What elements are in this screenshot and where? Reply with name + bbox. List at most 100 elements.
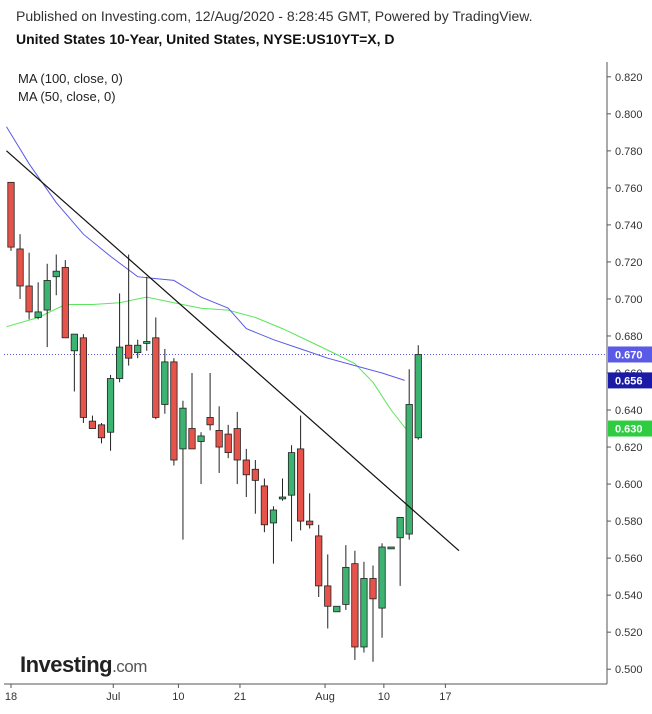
candle-body [306, 520, 314, 526]
candle-body [170, 361, 178, 461]
candle [88, 415, 97, 429]
candle [7, 181, 15, 251]
candle [97, 422, 106, 444]
candle-body [34, 311, 42, 318]
candle-body [287, 452, 296, 496]
x-tick-label: 21 [234, 691, 246, 703]
y-tick-label: 0.580 [615, 516, 643, 528]
candle-body [61, 267, 69, 339]
candle-body [16, 248, 24, 287]
candle-body [269, 509, 278, 524]
y-tick-label: 0.540 [615, 590, 643, 602]
y-tick-label: 0.760 [615, 183, 643, 195]
candle-body [179, 407, 187, 450]
candle [116, 293, 124, 383]
y-tick-label: 0.800 [615, 109, 643, 121]
candle-body [70, 333, 78, 352]
candle [52, 254, 60, 296]
y-tick-label: 0.700 [615, 294, 643, 306]
ma100-line [6, 126, 405, 381]
candle-body [296, 448, 305, 522]
candle [242, 448, 250, 498]
y-tick-label: 0.640 [615, 405, 643, 417]
candle [170, 358, 178, 466]
candle [134, 339, 142, 359]
candle-body [260, 485, 269, 526]
candle [224, 424, 232, 459]
candle [405, 369, 413, 540]
candle [233, 411, 241, 485]
candle-body [324, 585, 332, 607]
candle-body [125, 344, 133, 359]
candle [125, 254, 133, 366]
candle-body [152, 337, 160, 418]
candle-body [333, 605, 341, 613]
candle [197, 432, 205, 485]
candle [369, 565, 377, 662]
candle [79, 334, 87, 423]
candle-body [79, 337, 87, 418]
x-tick-label: 18 [5, 691, 17, 703]
candle [396, 516, 404, 586]
trendline [6, 150, 460, 552]
ma50-line [6, 296, 406, 429]
candle-body [97, 424, 106, 439]
x-tick-label: Jul [106, 691, 120, 703]
candle [143, 276, 151, 351]
candle-body [52, 270, 60, 278]
candle-body [215, 429, 223, 448]
candle [414, 345, 422, 440]
candle-body [378, 546, 386, 609]
candle [188, 373, 196, 450]
candle-body [197, 435, 205, 442]
candle [161, 348, 169, 414]
price-badge-label: 0.670 [615, 349, 643, 361]
candle [324, 554, 332, 629]
price-badge-label: 0.630 [615, 424, 643, 436]
candle-body [351, 563, 359, 648]
axes-group: 0.820 0.800 0.780 0.760 0.740 0.720 0.700 0.680… [4, 62, 643, 703]
candle-body [387, 546, 395, 550]
candle [306, 493, 314, 529]
candle [342, 545, 350, 610]
candle [387, 546, 395, 550]
candle-body [233, 428, 241, 461]
candle-body [224, 433, 232, 454]
x-tick-label: Aug [315, 691, 335, 703]
price-badges: 0.670 0.656 0.630 [608, 346, 652, 437]
candle [16, 234, 24, 299]
candle [378, 543, 386, 638]
candle-body [342, 566, 350, 605]
y-tick-label: 0.560 [615, 553, 643, 565]
candle [278, 478, 287, 501]
candle-body [143, 341, 151, 344]
candle-body [360, 578, 368, 648]
chart-title: United States 10-Year, United States, NY… [16, 31, 395, 47]
candle-body [405, 404, 413, 535]
candle-body [278, 496, 287, 500]
candle [106, 374, 115, 451]
candle [61, 260, 69, 339]
y-tick-label: 0.520 [615, 627, 643, 639]
candle [70, 333, 78, 392]
candle-body [161, 361, 169, 405]
price-badge [608, 420, 652, 437]
candle [360, 561, 368, 653]
x-tick-label: 10 [378, 691, 390, 703]
candle [25, 252, 33, 320]
candle-body [414, 354, 422, 439]
x-tick-label: 17 [439, 691, 451, 703]
candle-body [242, 459, 250, 476]
candle-body [188, 428, 196, 450]
candle-body [369, 578, 377, 600]
candle [152, 317, 160, 420]
candle [34, 282, 42, 320]
candle [269, 506, 278, 564]
candle [351, 550, 359, 660]
candle-body [88, 420, 97, 429]
candle-body [396, 516, 404, 539]
x-tick-label: 10 [172, 691, 184, 703]
y-tick-label: 0.780 [615, 146, 643, 158]
candle [206, 373, 214, 431]
candle [179, 400, 187, 540]
